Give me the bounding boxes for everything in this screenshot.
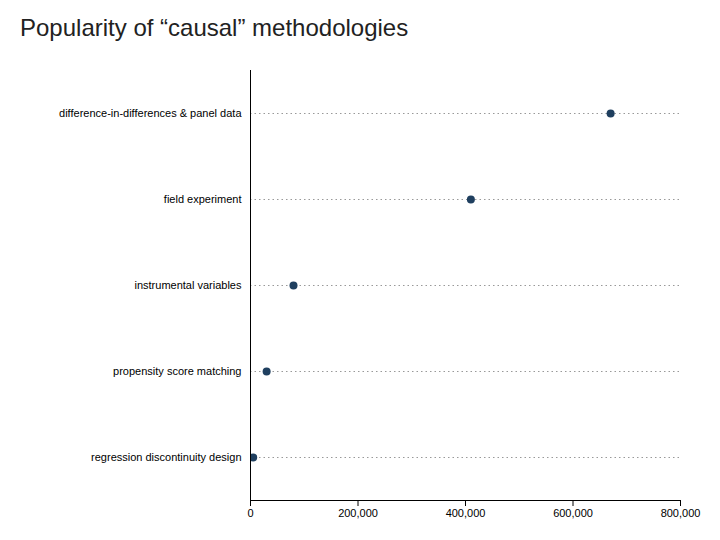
svg-text:regression discontinuity desig: regression discontinuity design	[91, 451, 241, 463]
svg-text:field experiment: field experiment	[164, 193, 242, 205]
svg-text:propensity score matching: propensity score matching	[113, 365, 241, 377]
svg-text:instrumental variables: instrumental variables	[135, 279, 242, 291]
svg-text:600,000: 600,000	[553, 507, 593, 519]
svg-text:800,000: 800,000	[661, 507, 701, 519]
svg-text:difference-in-differences & pa: difference-in-differences & panel data	[59, 107, 242, 119]
svg-text:400,000: 400,000	[446, 507, 486, 519]
svg-text:0: 0	[247, 507, 253, 519]
svg-text:200,000: 200,000	[338, 507, 378, 519]
html-text:Popularity of “causal” methodo: Popularity of “causal” methodologies	[20, 14, 409, 41]
